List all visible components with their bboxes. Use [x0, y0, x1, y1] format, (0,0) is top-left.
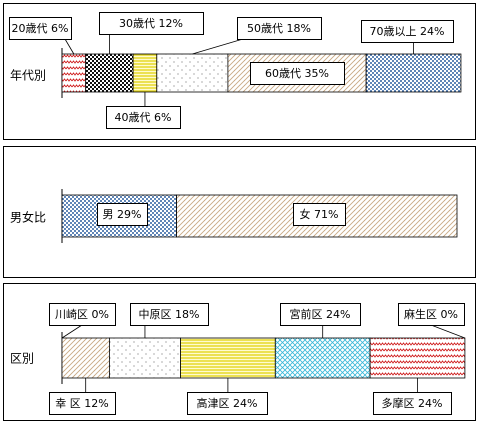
- data-label-box: [49, 392, 116, 415]
- bar-segment: [85, 53, 134, 93]
- data-label-box: [250, 62, 345, 85]
- bar-segment: [132, 53, 158, 93]
- data-label-box: [130, 303, 209, 326]
- data-label: 幸 区 12%: [55, 397, 108, 410]
- chart-panel: 区別 川崎区 0% 幸 区 12% 中原区 18% 高津区 24% 宮前区 24% 多摩区 …: [3, 283, 476, 421]
- data-label-box: [398, 303, 465, 326]
- leader-line: [192, 38, 244, 55]
- data-label: 30歳代 12%: [119, 17, 183, 30]
- row-label: 男女比: [10, 210, 46, 225]
- data-label: 60歳代 35%: [265, 67, 329, 80]
- bar-segment: [109, 337, 181, 379]
- bar-segment: [156, 53, 229, 93]
- data-label-box: [237, 17, 322, 40]
- data-label-box: [97, 203, 148, 226]
- leader-line: [64, 38, 75, 55]
- data-label: 男 29%: [103, 208, 142, 221]
- data-label: 麻生区 0%: [404, 307, 458, 321]
- bar-segment: [61, 337, 110, 379]
- row-label: 区別: [10, 352, 34, 366]
- data-label: 20歳代 6%: [12, 22, 69, 35]
- data-label-box: [187, 392, 268, 415]
- bar-segment: [180, 337, 276, 379]
- chart-panel: 男女比 男 29% 女 71%: [3, 146, 476, 278]
- data-label: 50歳代 18%: [247, 22, 311, 35]
- row-label: 年代別: [10, 69, 46, 83]
- data-label: 中原区 18%: [139, 308, 200, 321]
- data-label-box: [49, 303, 116, 326]
- chart-panel: 年代別 20歳代 6% 30歳代 12% 40歳代 6% 50歳代 18% 60歳代 35…: [3, 3, 476, 140]
- bar-segment: [61, 53, 87, 93]
- data-label: 宮前区 24%: [290, 307, 351, 321]
- data-label: 40歳代 6%: [115, 111, 172, 124]
- data-label: 高津区 24%: [197, 396, 258, 410]
- data-label-box: [99, 12, 204, 35]
- data-label: 70歳以上 24%: [370, 25, 445, 38]
- data-label-box: [373, 392, 452, 415]
- data-label: 川崎区 0%: [55, 307, 109, 321]
- data-label-box: [106, 106, 181, 129]
- data-label-box: [361, 20, 454, 43]
- data-label-box: [280, 303, 361, 326]
- leader-line: [61, 324, 83, 339]
- bar-segment: [365, 53, 462, 93]
- data-label: 多摩区 24%: [382, 396, 443, 410]
- bar-segment: [369, 337, 466, 379]
- data-label: 女 71%: [300, 207, 339, 221]
- leader-line: [430, 324, 466, 339]
- bar-segment: [274, 337, 371, 379]
- data-label-box: [9, 17, 72, 40]
- data-label-box: [293, 203, 346, 226]
